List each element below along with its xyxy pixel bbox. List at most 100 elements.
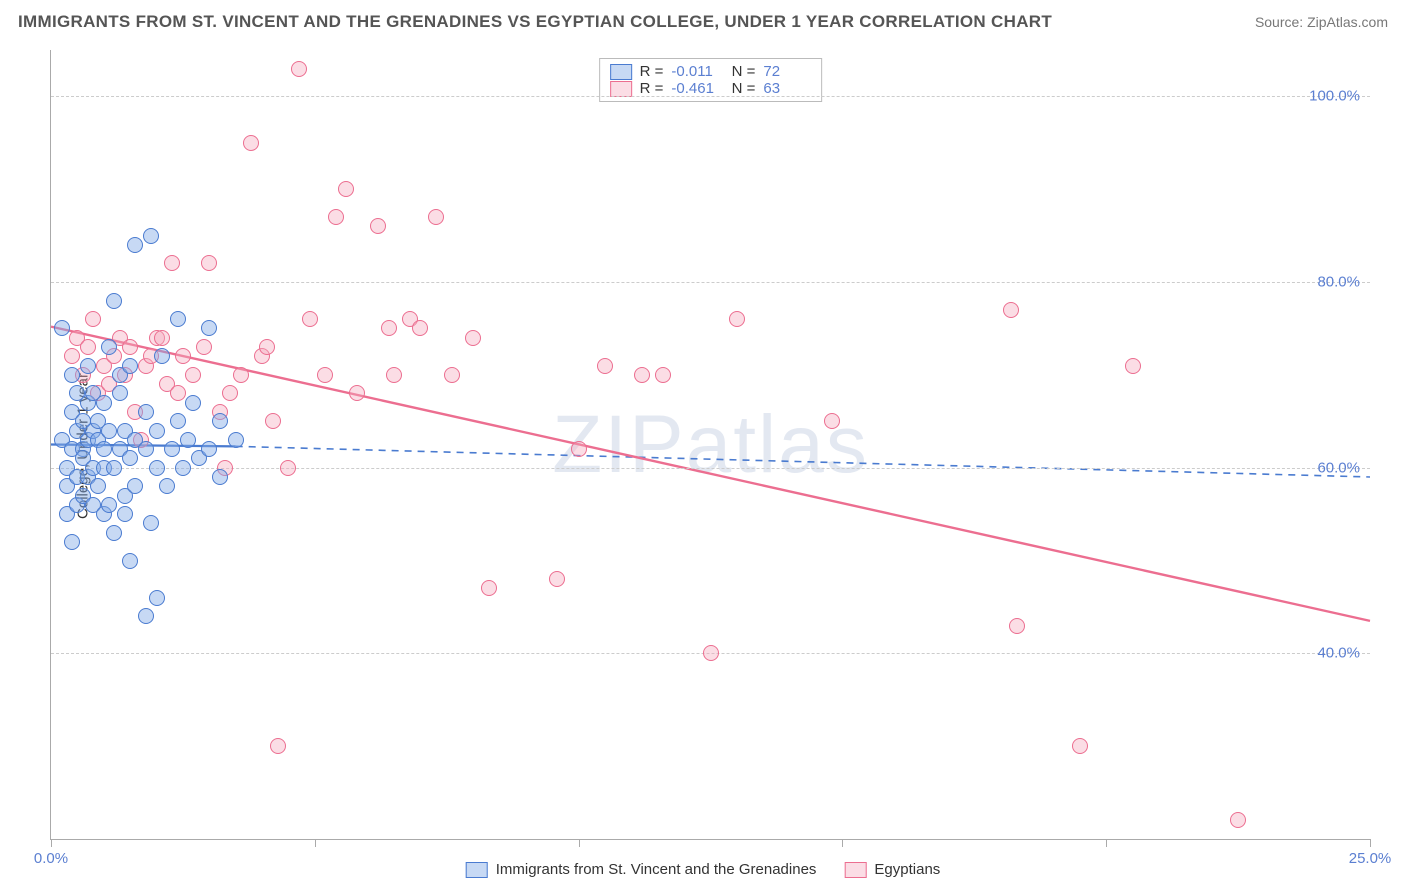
scatter-point — [655, 367, 671, 383]
scatter-point — [270, 738, 286, 754]
scatter-point — [175, 348, 191, 364]
y-tick-label: 40.0% — [1317, 645, 1360, 662]
scatter-point — [634, 367, 650, 383]
scatter-point — [143, 515, 159, 531]
scatter-point — [265, 413, 281, 429]
legend-row-blue: R = -0.011 N = 72 — [610, 63, 812, 80]
scatter-point — [138, 441, 154, 457]
scatter-point — [138, 608, 154, 624]
scatter-point — [112, 385, 128, 401]
scatter-point — [549, 571, 565, 587]
swatch-blue-icon — [466, 862, 488, 878]
scatter-point — [149, 423, 165, 439]
scatter-point — [201, 320, 217, 336]
scatter-point — [481, 580, 497, 596]
scatter-point — [571, 441, 587, 457]
x-tick — [51, 839, 52, 847]
scatter-point — [154, 348, 170, 364]
legend-series: Immigrants from St. Vincent and the Gren… — [466, 861, 941, 878]
x-tick — [1106, 839, 1107, 847]
scatter-point — [196, 339, 212, 355]
scatter-point — [291, 61, 307, 77]
r-value-blue: -0.011 — [671, 63, 719, 80]
scatter-point — [222, 385, 238, 401]
scatter-point — [122, 553, 138, 569]
scatter-point — [824, 413, 840, 429]
scatter-point — [175, 460, 191, 476]
scatter-point — [106, 460, 122, 476]
swatch-pink-icon — [844, 862, 866, 878]
scatter-point — [185, 395, 201, 411]
legend-row-pink: R = -0.461 N = 63 — [610, 80, 812, 97]
scatter-point — [1125, 358, 1141, 374]
scatter-point — [228, 432, 244, 448]
scatter-point — [106, 293, 122, 309]
scatter-point — [117, 506, 133, 522]
x-tick — [315, 839, 316, 847]
scatter-point — [122, 339, 138, 355]
scatter-point — [149, 460, 165, 476]
legend-label-blue: Immigrants from St. Vincent and the Gren… — [496, 861, 817, 878]
chart-source: Source: ZipAtlas.com — [1255, 14, 1388, 30]
x-tick-label: 25.0% — [1349, 850, 1392, 867]
legend-label-pink: Egyptians — [874, 861, 940, 878]
scatter-point — [143, 228, 159, 244]
scatter-point — [243, 135, 259, 151]
scatter-point — [127, 237, 143, 253]
swatch-blue-icon — [610, 64, 632, 80]
scatter-point — [185, 367, 201, 383]
scatter-point — [386, 367, 402, 383]
chart-header: IMMIGRANTS FROM ST. VINCENT AND THE GREN… — [18, 12, 1388, 32]
scatter-point — [597, 358, 613, 374]
chart-title: IMMIGRANTS FROM ST. VINCENT AND THE GREN… — [18, 12, 1052, 32]
scatter-point — [80, 358, 96, 374]
n-label: N = — [727, 80, 755, 97]
gridline — [51, 468, 1370, 469]
scatter-point — [101, 423, 117, 439]
scatter-point — [212, 413, 228, 429]
x-tick — [1370, 839, 1371, 847]
y-tick-label: 100.0% — [1309, 88, 1360, 105]
scatter-point — [80, 339, 96, 355]
scatter-point — [328, 209, 344, 225]
scatter-point — [1009, 618, 1025, 634]
swatch-pink-icon — [610, 81, 632, 97]
scatter-point — [180, 432, 196, 448]
scatter-point — [349, 385, 365, 401]
scatter-point — [465, 330, 481, 346]
scatter-point — [154, 330, 170, 346]
scatter-point — [90, 478, 106, 494]
x-tick — [842, 839, 843, 847]
scatter-point — [412, 320, 428, 336]
n-label: N = — [727, 63, 755, 80]
scatter-point — [302, 311, 318, 327]
scatter-point — [64, 367, 80, 383]
scatter-point — [170, 413, 186, 429]
legend-item-blue: Immigrants from St. Vincent and the Gren… — [466, 861, 817, 878]
scatter-point — [96, 395, 112, 411]
scatter-point — [54, 320, 70, 336]
scatter-point — [201, 441, 217, 457]
scatter-point — [122, 358, 138, 374]
scatter-point — [149, 590, 165, 606]
scatter-point — [159, 478, 175, 494]
scatter-point — [259, 339, 275, 355]
scatter-point — [101, 497, 117, 513]
gridline — [51, 282, 1370, 283]
legend-item-pink: Egyptians — [844, 861, 940, 878]
scatter-point — [370, 218, 386, 234]
scatter-point — [428, 209, 444, 225]
scatter-point — [703, 645, 719, 661]
watermark: ZIPatlas — [552, 398, 869, 492]
scatter-point — [138, 404, 154, 420]
scatter-point — [164, 255, 180, 271]
gridline — [51, 96, 1370, 97]
plot-area: ZIPatlas R = -0.011 N = 72 R = -0.461 N … — [50, 50, 1370, 840]
n-value-pink: 63 — [763, 80, 811, 97]
scatter-point — [170, 311, 186, 327]
scatter-point — [96, 441, 112, 457]
scatter-point — [64, 348, 80, 364]
scatter-point — [212, 469, 228, 485]
scatter-point — [85, 311, 101, 327]
scatter-point — [164, 441, 180, 457]
